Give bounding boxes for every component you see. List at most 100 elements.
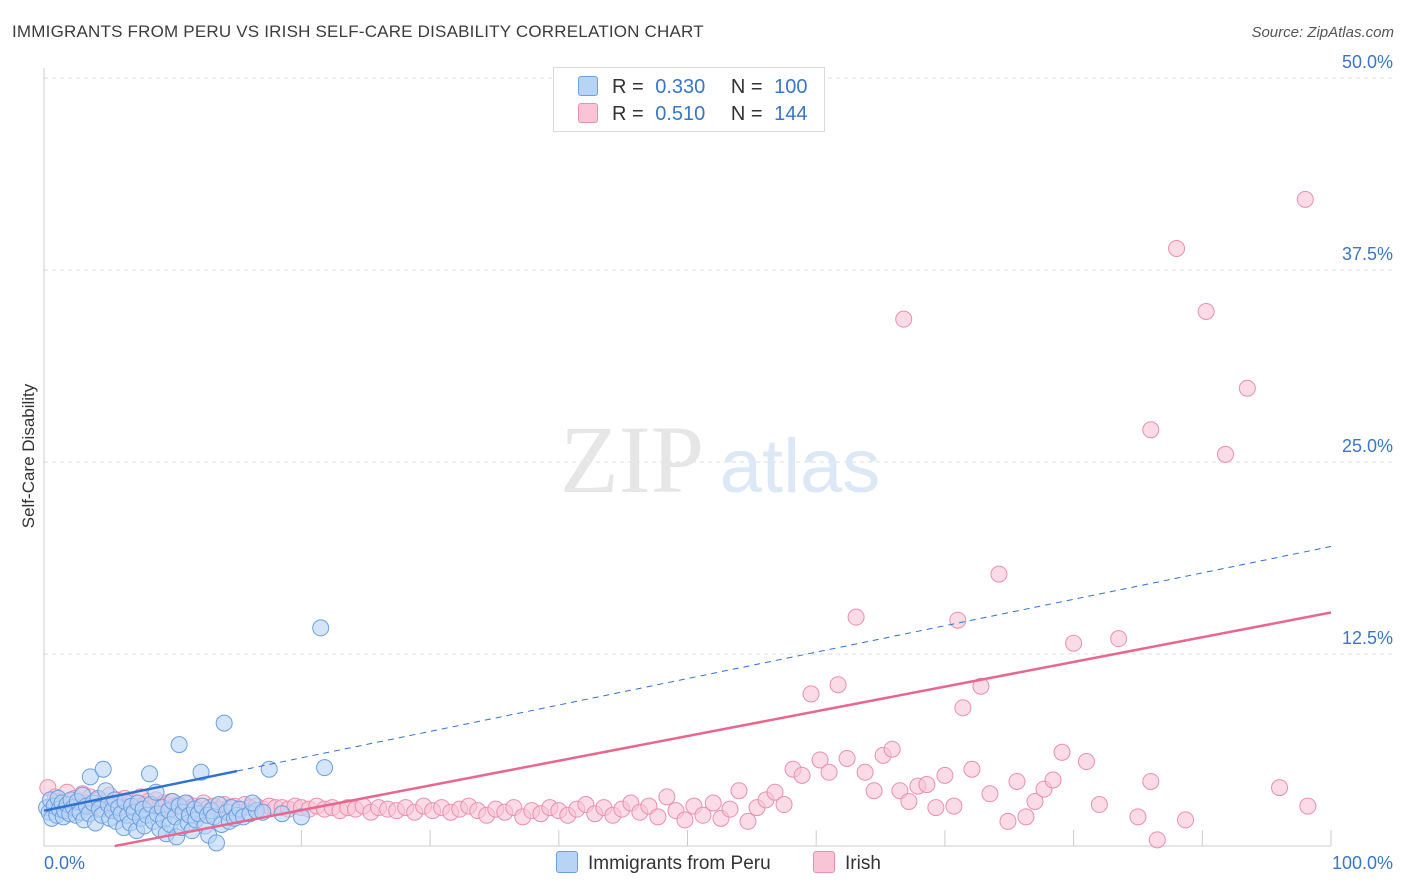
y-tick-label: 12.5% <box>1342 628 1393 648</box>
peru-point <box>170 736 188 754</box>
legend-n-label: N = <box>730 76 763 98</box>
y-axis-label: Self-Care Disability <box>19 383 38 528</box>
y-tick-label: 25.0% <box>1342 436 1393 456</box>
irish-point <box>949 611 967 629</box>
irish-point <box>721 800 739 818</box>
irish-point <box>936 766 954 784</box>
watermark-atlas: atlas <box>720 424 881 509</box>
legend-n-value-irish: 144 <box>774 103 808 125</box>
legend-n-value-peru: 100 <box>774 76 808 98</box>
irish-point <box>739 812 757 830</box>
irish-point <box>658 788 676 806</box>
irish-point <box>990 565 1008 583</box>
irish-point <box>900 792 918 810</box>
irish-point <box>811 751 829 769</box>
legend-swatch-irish <box>578 103 598 123</box>
irish-point <box>1129 808 1147 826</box>
irish-trend <box>114 611 1332 848</box>
x-tick-label-min: 0.0% <box>44 853 85 873</box>
irish-point <box>1077 753 1095 771</box>
irish-point <box>649 808 667 826</box>
legend-r-value-peru: 0.330 <box>655 76 706 98</box>
bottom-legend-peru: Immigrants from Peru <box>556 851 771 875</box>
peru-point <box>207 834 225 852</box>
legend-r-label: R = <box>612 76 644 98</box>
irish-point <box>1026 792 1044 810</box>
peru-point <box>312 619 330 637</box>
watermark: ZIP atlas <box>560 406 880 513</box>
irish-point <box>895 310 913 328</box>
peru-points <box>38 619 334 852</box>
irish-point <box>1299 797 1317 815</box>
irish-point <box>1168 239 1186 257</box>
y-tick-label: 37.5% <box>1342 244 1393 264</box>
irish-point <box>1296 190 1314 208</box>
tick-labels: 12.5% 25.0% 37.5% 50.0% 0.0% 100.0% <box>44 52 1393 873</box>
chart-title: IMMIGRANTS FROM PERU VS IRISH SELF-CARE … <box>12 22 704 41</box>
irish-point <box>972 677 990 695</box>
legend-r-value-irish: 0.510 <box>655 103 706 125</box>
irish-point <box>838 749 856 767</box>
x-tick-label-max: 100.0% <box>1332 853 1393 873</box>
irish-point <box>704 794 722 812</box>
irish-point <box>981 785 999 803</box>
gridlines <box>44 77 1393 655</box>
legend-row-irish: R = 0.510 N = 144 <box>578 103 808 127</box>
irish-point <box>1044 771 1062 789</box>
bottom-legend-swatch-irish <box>813 851 835 873</box>
irish-point <box>793 766 811 784</box>
irish-point <box>766 783 784 801</box>
irish-point <box>820 763 838 781</box>
irish-point <box>1090 796 1108 814</box>
irish-point <box>1197 302 1215 320</box>
irish-point <box>856 763 874 781</box>
peru-point <box>141 765 159 783</box>
peru-point <box>260 760 278 778</box>
irish-point <box>676 811 694 829</box>
irish-point <box>1177 811 1195 829</box>
watermark-zip: ZIP <box>560 406 704 513</box>
peru-point <box>292 808 310 826</box>
irish-point <box>1110 630 1128 648</box>
irish-point <box>802 685 820 703</box>
peru-trend-dashed <box>236 545 1332 772</box>
irish-point <box>1148 831 1166 849</box>
irish-point <box>1065 634 1083 652</box>
y-tick-label: 50.0% <box>1342 52 1393 72</box>
irish-point <box>829 676 847 694</box>
irish-point <box>927 799 945 817</box>
bottom-legend-irish: Irish <box>813 851 881 875</box>
peru-point <box>81 768 99 786</box>
irish-point <box>1008 772 1026 790</box>
irish-point <box>1216 445 1234 463</box>
irish-point <box>1053 743 1071 761</box>
irish-point <box>1271 779 1289 797</box>
irish-point <box>954 699 972 717</box>
irish-point <box>999 812 1017 830</box>
irish-point <box>694 806 712 824</box>
axes <box>43 68 1332 847</box>
irish-point <box>883 740 901 758</box>
irish-point <box>945 797 963 815</box>
irish-point <box>963 760 981 778</box>
irish-point <box>730 782 748 800</box>
peru-point <box>215 714 233 732</box>
peru-point <box>94 760 112 778</box>
bottom-legend-swatch-peru <box>556 851 578 873</box>
legend-row-peru: R = 0.330 N = 100 <box>578 76 808 100</box>
legend-swatch-peru <box>578 76 598 96</box>
source-label: Source: ZipAtlas.com <box>1251 24 1394 41</box>
bottom-legend-label-peru: Immigrants from Peru <box>588 853 771 874</box>
irish-point <box>847 608 865 626</box>
irish-point <box>775 796 793 814</box>
bottom-legend-label-irish: Irish <box>845 853 881 874</box>
peru-trend-solid <box>43 769 238 812</box>
trend-lines <box>43 545 1332 848</box>
peru-point <box>192 763 210 781</box>
peru-point <box>316 759 334 777</box>
stats-legend: R = 0.330 N = 100 R = 0.510 N = 144 <box>553 67 825 132</box>
irish-points <box>39 190 1317 849</box>
legend-n-label: N = <box>730 103 763 125</box>
irish-point <box>1238 379 1256 397</box>
